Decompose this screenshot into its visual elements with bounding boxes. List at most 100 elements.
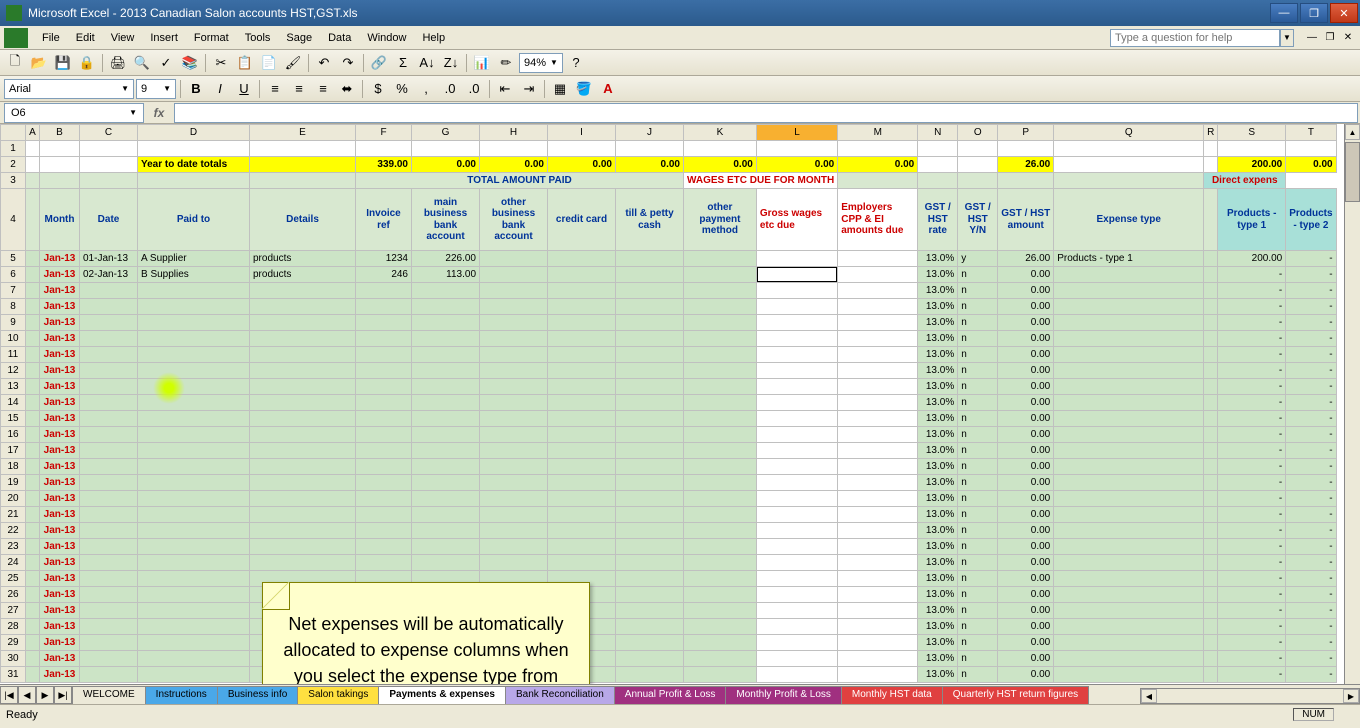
row-header-29[interactable]: 29 xyxy=(1,635,26,651)
col-header-H[interactable]: H xyxy=(480,125,548,141)
row-header-18[interactable]: 18 xyxy=(1,459,26,475)
col-header-L[interactable]: L xyxy=(756,125,837,141)
tab-nav-first[interactable]: |◀ xyxy=(0,686,18,704)
row-header-30[interactable]: 30 xyxy=(1,651,26,667)
doc-minimize-button[interactable]: — xyxy=(1304,31,1320,45)
row-header-28[interactable]: 28 xyxy=(1,619,26,635)
sheet-tab-salon-takings[interactable]: Salon takings xyxy=(297,686,379,704)
menu-file[interactable]: File xyxy=(34,29,68,47)
col-header-A[interactable]: A xyxy=(26,125,40,141)
row-header-22[interactable]: 22 xyxy=(1,523,26,539)
help-search-dropdown[interactable]: ▼ xyxy=(1280,29,1294,47)
row-header-10[interactable]: 10 xyxy=(1,331,26,347)
menu-data[interactable]: Data xyxy=(320,29,359,47)
menu-view[interactable]: View xyxy=(103,29,143,47)
row-header-8[interactable]: 8 xyxy=(1,299,26,315)
row-header-17[interactable]: 17 xyxy=(1,443,26,459)
formula-input[interactable] xyxy=(174,103,1358,123)
col-header-G[interactable]: G xyxy=(412,125,480,141)
sort-asc-icon[interactable]: A↓ xyxy=(416,52,438,74)
doc-restore-button[interactable]: ❐ xyxy=(1322,31,1338,45)
undo-icon[interactable]: ↶ xyxy=(313,52,335,74)
decrease-decimal-icon[interactable]: .0 xyxy=(463,78,485,100)
sheet-tab-bank-reconciliation[interactable]: Bank Reconciliation xyxy=(505,686,615,704)
font-color-icon[interactable]: A xyxy=(597,78,619,100)
comma-icon[interactable]: , xyxy=(415,78,437,100)
new-icon[interactable]: 🗋 xyxy=(4,52,26,74)
vertical-scrollbar[interactable]: ▲ xyxy=(1344,124,1360,684)
tab-nav-last[interactable]: ▶| xyxy=(54,686,72,704)
permission-icon[interactable]: 🔒 xyxy=(76,52,98,74)
open-icon[interactable]: 📂 xyxy=(28,52,50,74)
close-button[interactable]: ✕ xyxy=(1330,3,1358,23)
zoom-combo[interactable]: 94%▼ xyxy=(519,53,563,73)
row-header-19[interactable]: 19 xyxy=(1,475,26,491)
font-name-combo[interactable]: Arial▼ xyxy=(4,79,134,99)
row-header-7[interactable]: 7 xyxy=(1,283,26,299)
help-icon[interactable]: ? xyxy=(565,52,587,74)
increase-indent-icon[interactable]: ⇥ xyxy=(518,78,540,100)
row-header-9[interactable]: 9 xyxy=(1,315,26,331)
borders-icon[interactable]: ▦ xyxy=(549,78,571,100)
row-header-31[interactable]: 31 xyxy=(1,667,26,683)
spreadsheet-grid[interactable]: ABCDEFGHIJKLMNOPQRST12Year to date total… xyxy=(0,124,1360,684)
col-header-S[interactable]: S xyxy=(1218,125,1286,141)
tab-nav-next[interactable]: ▶ xyxy=(36,686,54,704)
help-search-input[interactable] xyxy=(1110,29,1280,47)
col-header-K[interactable]: K xyxy=(684,125,757,141)
print-icon[interactable]: 🖨 xyxy=(107,52,129,74)
row-header-1[interactable]: 1 xyxy=(1,141,26,157)
row-header-20[interactable]: 20 xyxy=(1,491,26,507)
row-header-21[interactable]: 21 xyxy=(1,507,26,523)
menu-insert[interactable]: Insert xyxy=(142,29,186,47)
sheet-tab-monthly-hst-data[interactable]: Monthly HST data xyxy=(841,686,943,704)
sheet-tab-monthly-profit-loss[interactable]: Monthly Profit & Loss xyxy=(725,686,841,704)
row-header-6[interactable]: 6 xyxy=(1,267,26,283)
row-header-11[interactable]: 11 xyxy=(1,347,26,363)
print-preview-icon[interactable]: 🔍 xyxy=(131,52,153,74)
spelling-icon[interactable]: ✓ xyxy=(155,52,177,74)
col-header-D[interactable]: D xyxy=(138,125,250,141)
row-header-3[interactable]: 3 xyxy=(1,173,26,189)
minimize-button[interactable]: — xyxy=(1270,3,1298,23)
col-header-N[interactable]: N xyxy=(918,125,958,141)
underline-icon[interactable]: U xyxy=(233,78,255,100)
sheet-tab-instructions[interactable]: Instructions xyxy=(145,686,218,704)
row-header-13[interactable]: 13 xyxy=(1,379,26,395)
row-header-25[interactable]: 25 xyxy=(1,571,26,587)
align-left-icon[interactable]: ≡ xyxy=(264,78,286,100)
col-header-F[interactable]: F xyxy=(356,125,412,141)
col-header-Q[interactable]: Q xyxy=(1054,125,1204,141)
col-header-P[interactable]: P xyxy=(998,125,1054,141)
row-header-14[interactable]: 14 xyxy=(1,395,26,411)
menu-sage[interactable]: Sage xyxy=(278,29,320,47)
italic-icon[interactable]: I xyxy=(209,78,231,100)
menu-window[interactable]: Window xyxy=(359,29,414,47)
row-header-5[interactable]: 5 xyxy=(1,251,26,267)
row-header-27[interactable]: 27 xyxy=(1,603,26,619)
menu-help[interactable]: Help xyxy=(414,29,453,47)
row-header-24[interactable]: 24 xyxy=(1,555,26,571)
row-header-26[interactable]: 26 xyxy=(1,587,26,603)
currency-icon[interactable]: $ xyxy=(367,78,389,100)
row-header-12[interactable]: 12 xyxy=(1,363,26,379)
col-header-J[interactable]: J xyxy=(616,125,684,141)
decrease-indent-icon[interactable]: ⇤ xyxy=(494,78,516,100)
sort-desc-icon[interactable]: Z↓ xyxy=(440,52,462,74)
row-header-2[interactable]: 2 xyxy=(1,157,26,173)
horizontal-scrollbar[interactable]: ◀▶ xyxy=(1140,688,1360,704)
increase-decimal-icon[interactable]: .0 xyxy=(439,78,461,100)
research-icon[interactable]: 📚 xyxy=(179,52,201,74)
sheet-tab-welcome[interactable]: WELCOME xyxy=(72,686,146,704)
cut-icon[interactable]: ✂ xyxy=(210,52,232,74)
maximize-button[interactable]: ❐ xyxy=(1300,3,1328,23)
copy-icon[interactable]: 📋 xyxy=(234,52,256,74)
menu-format[interactable]: Format xyxy=(186,29,237,47)
merge-icon[interactable]: ⬌ xyxy=(336,78,358,100)
row-header-23[interactable]: 23 xyxy=(1,539,26,555)
fill-color-icon[interactable]: 🪣 xyxy=(573,78,595,100)
format-painter-icon[interactable]: 🖌 xyxy=(282,52,304,74)
col-header-O[interactable]: O xyxy=(958,125,998,141)
tab-nav-prev[interactable]: ◀ xyxy=(18,686,36,704)
sheet-tab-business-info[interactable]: Business info xyxy=(217,686,298,704)
